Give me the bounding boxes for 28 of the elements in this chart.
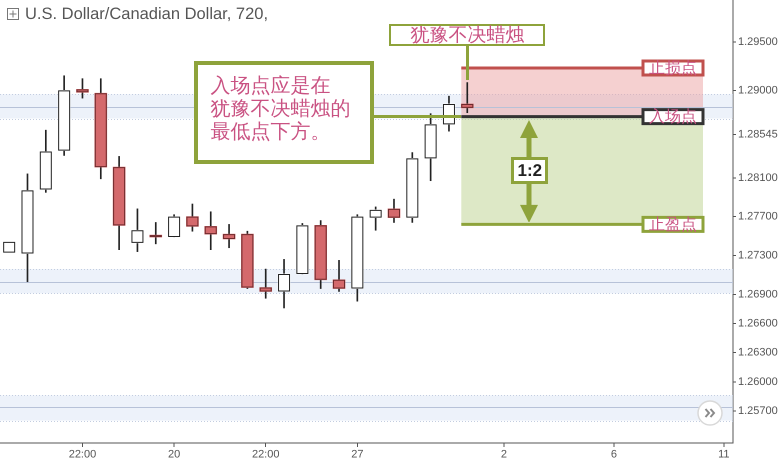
y-tick-label: 1.27700 bbox=[738, 210, 778, 223]
x-tick-label: 11 bbox=[718, 448, 730, 460]
candlestick bbox=[76, 78, 89, 98]
y-tick-label: 1.29500 bbox=[738, 36, 778, 48]
y-tick-label: 1.28545 bbox=[738, 128, 778, 141]
y-tick-label: 1.29000 bbox=[738, 84, 778, 96]
ref-line-label: 止盈点 bbox=[649, 214, 697, 234]
y-tick-label: 1.26900 bbox=[738, 288, 778, 300]
x-tick-label: 20 bbox=[168, 448, 180, 460]
y-tick-label: 1.28100 bbox=[738, 172, 778, 184]
y-tick-label: 1.26600 bbox=[738, 318, 778, 330]
x-tick-label: 2 bbox=[500, 448, 507, 460]
annotation: 犹豫不决蜡烛 bbox=[410, 24, 524, 46]
annotation: 1:2 bbox=[517, 161, 542, 180]
ref-line-label: 入场点 bbox=[649, 106, 697, 126]
y-tick-label: 1.27300 bbox=[738, 250, 778, 262]
y-tick-label: 1.26000 bbox=[738, 376, 778, 388]
y-tick-label: 1.25700 bbox=[738, 404, 778, 417]
annotation: 入场点应是在犹豫不决蜡烛的最低点下方。 bbox=[210, 72, 350, 143]
chart-title: U.S. Dollar/Canadian Dollar, 720, bbox=[25, 5, 268, 24]
candlestick bbox=[222, 224, 236, 248]
ref-line-label: 止损点 bbox=[649, 58, 697, 78]
y-tick-label: 1.26300 bbox=[738, 346, 778, 359]
x-tick-label: 22:00 bbox=[68, 448, 96, 460]
x-tick-label: 27 bbox=[351, 448, 364, 460]
candlestick bbox=[3, 242, 16, 253]
x-tick-label: 6 bbox=[610, 448, 617, 460]
x-tick-label: 22:00 bbox=[252, 448, 280, 460]
